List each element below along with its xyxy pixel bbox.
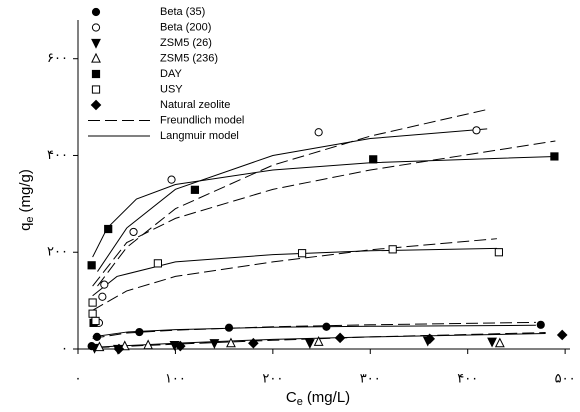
legend-marker [91,85,101,94]
marker [313,336,324,346]
marker [167,175,176,184]
x-tick-label: ۵۰۰ [555,372,576,387]
fit-curve [92,155,556,258]
marker [388,245,397,254]
fit-curve [97,128,488,272]
marker [226,337,236,348]
marker [494,248,503,257]
legend-marker [91,52,101,63]
y-axis-label: qe (mg/g) [17,169,36,231]
marker [143,339,154,350]
marker [472,126,481,135]
marker [304,339,315,349]
legend-marker [91,7,101,17]
y-tick-label: ۴۰۰ [47,148,68,163]
legend-marker [91,69,101,79]
y-label-unit: (mg/g) [17,169,34,212]
marker [322,322,331,331]
x-tick-label: ۲۰۰ [262,372,283,387]
y-tick-label: ۲۰۰ [47,245,68,260]
legend-label: Freundlich model [160,114,244,126]
y-tick-label: ۰ [61,342,68,357]
marker [153,259,162,268]
marker [494,337,505,348]
x-label-main: C [286,389,297,406]
marker [209,339,220,349]
marker [556,329,568,341]
fit-curve [92,321,536,339]
legend-label: Natural zeolite [160,99,230,111]
legend-marker [90,99,102,111]
legend-label: ZSM5 (26) [160,37,212,49]
marker [369,155,378,164]
marker [135,327,144,337]
marker [87,261,96,270]
marker [113,343,125,355]
marker [129,227,138,237]
legend-label: DAY [160,68,182,80]
y-label-sub: e [24,216,36,222]
marker [88,309,97,318]
marker [224,323,234,332]
marker [424,333,436,345]
marker [91,316,100,326]
x-label-sub: e [297,396,303,408]
marker [92,332,102,342]
marker [104,224,113,234]
marker [174,340,186,352]
marker [314,128,323,137]
fit-curve [92,324,536,338]
y-label-main: q [17,223,34,231]
legend-label: Beta (200) [160,21,211,33]
marker [297,249,307,258]
marker [94,341,105,352]
legend-label: Langmuir model [160,130,239,142]
legend-label: USY [160,83,183,95]
x-tick-label: ۱۰۰ [165,372,186,387]
x-tick-label: ۰ [75,372,82,387]
x-tick-label: ۴۰۰ [457,372,478,387]
fit-curve [97,109,488,287]
marker [98,292,107,301]
marker [190,185,200,194]
x-tick-label: ۳۰۰ [360,372,381,387]
x-label-unit: (mg/L) [307,389,350,406]
marker [88,298,97,307]
marker [100,280,109,289]
marker [334,332,346,344]
marker [487,337,497,348]
marker [550,152,559,161]
marker [536,320,545,329]
legend-label: ZSM5 (236) [160,52,218,64]
fit-curve [92,247,497,297]
legend-marker [91,23,101,32]
fit-curve [92,140,556,287]
y-tick-label: ۶۰۰ [47,51,68,66]
marker [248,337,259,349]
legend-label: Beta (35) [160,6,205,18]
legend-marker [91,38,101,49]
x-axis-label: Ce (mg/L) [286,389,350,408]
